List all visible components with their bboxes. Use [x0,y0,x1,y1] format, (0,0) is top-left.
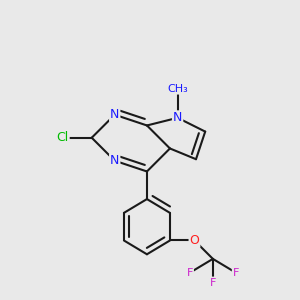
Text: Cl: Cl [56,131,69,144]
Text: F: F [187,268,193,278]
Text: N: N [110,154,119,167]
Text: N: N [173,111,182,124]
Text: F: F [210,278,216,287]
Text: F: F [233,268,239,278]
Text: O: O [190,234,200,247]
Text: N: N [110,108,119,121]
Text: CH₃: CH₃ [167,84,188,94]
